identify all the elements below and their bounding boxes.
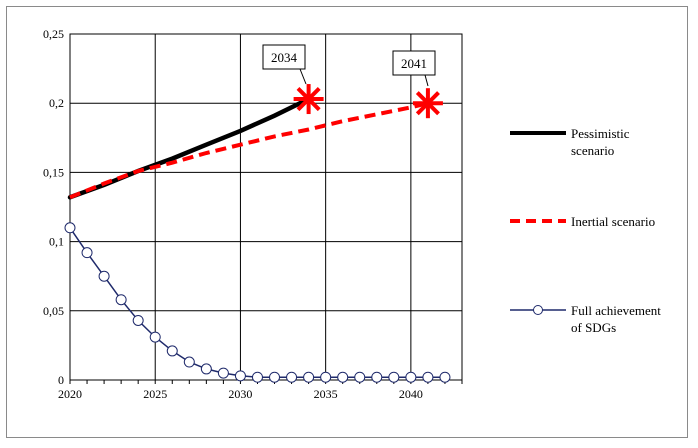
callout-2041: 2041 [392,50,436,87]
endpoint-markers [293,84,443,119]
sdg-point [98,270,110,282]
sdg-point [81,247,93,259]
sdg-point [234,370,246,382]
y-tick-label: 0,25 [43,27,64,41]
callout-2041-pointer [424,74,429,87]
sdg-point [371,371,383,383]
y-tick-label: 0 [58,373,64,387]
plot-area [69,33,463,381]
endpoint-marker-2041 [412,88,443,119]
legend-label-sdg-line2: of SDGs [571,320,616,335]
legend: Pessimistic scenario Inertial scenario F… [510,126,661,335]
axis-tick-labels: 0 0,05 0,1 0,15 0,2 0,25 2020 2025 2030 2035 2040 [43,27,423,401]
x-tick-label: 2035 [314,387,338,401]
marker-spoke [415,91,440,116]
sdg-point [200,363,212,375]
chart-frame [6,6,688,438]
legend-label-sdg-line1: Full achievement [571,303,661,318]
sdg-point [405,371,417,383]
x-tick-label: 2025 [143,387,167,401]
series-line-inertial [69,101,429,200]
legend-marker-sdg [533,305,543,315]
sdg-point [115,294,127,306]
y-tick-label: 0,1 [49,235,64,249]
legend-item-sdg: Full achievement of SDGs [510,303,661,335]
sdg-point [149,331,161,343]
series-layer [64,96,451,383]
sdg-point [303,371,315,383]
sdg-point [320,371,332,383]
legend-item-inertial: Inertial scenario [510,214,655,229]
callout-2034-pointer [299,68,307,85]
legend-item-pessimistic: Pessimistic scenario [510,126,630,158]
endpoint-marker-2034 [293,84,324,115]
x-tick-label: 2040 [399,387,423,401]
y-tick-label: 0,2 [49,96,64,110]
sdg-point [132,314,144,326]
series-line-sdg [69,227,445,378]
sdg-point [388,371,400,383]
callout-2041-box [392,50,436,76]
y-tick-label: 0,15 [43,165,64,179]
sdg-point [217,367,229,379]
x-tick-label: 2020 [58,387,82,401]
sdg-point [286,371,298,383]
sdg-point [354,371,366,383]
grid [69,33,463,384]
sdg-point [439,371,451,383]
sdg-point [64,222,76,234]
sdg-point [251,371,263,383]
sdg-point [183,356,195,368]
callout-2041-label: 2041 [401,56,427,71]
callout-2034: 2034 [262,44,307,85]
sdg-point [269,371,281,383]
callout-2034-label: 2034 [271,50,298,65]
x-tick-label: 2030 [228,387,252,401]
marker-spoke [296,87,321,112]
y-tick-label: 0,05 [43,304,64,318]
sdg-point [166,345,178,357]
sdg-point [422,371,434,383]
sdg-point [337,371,349,383]
callout-2034-box [262,44,306,70]
legend-label-inertial: Inertial scenario [571,214,655,229]
legend-label-pessimistic-line2: scenario [571,143,614,158]
legend-label-pessimistic-line1: Pessimistic [571,126,630,141]
